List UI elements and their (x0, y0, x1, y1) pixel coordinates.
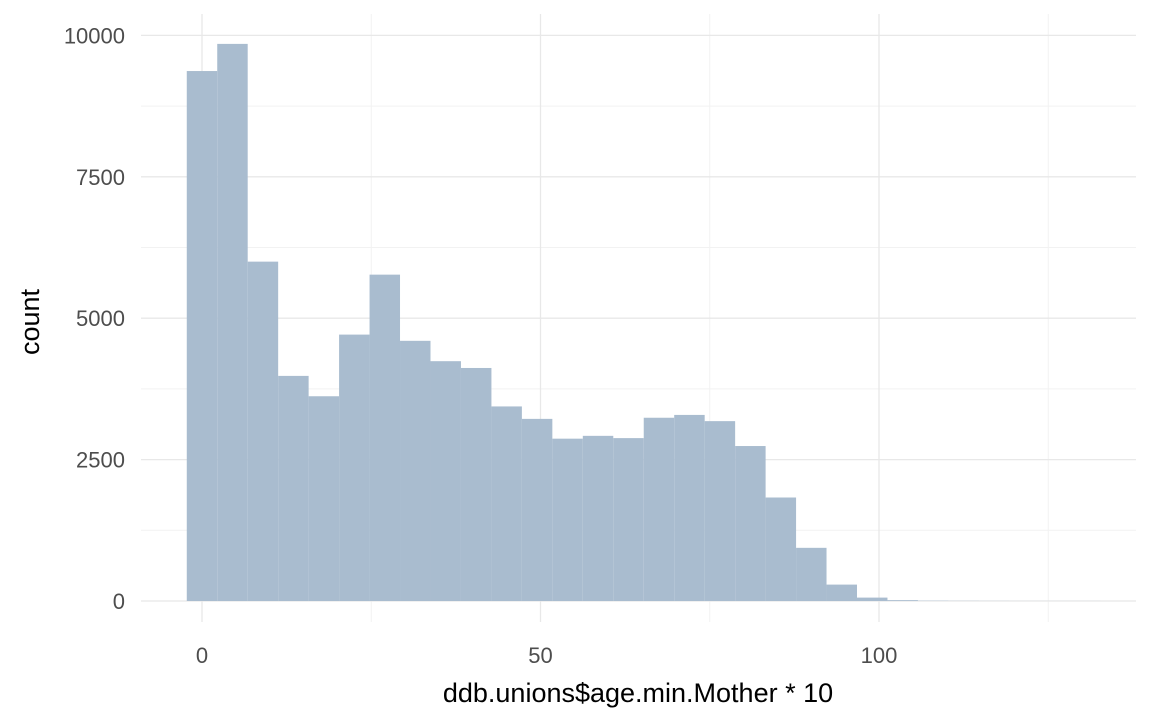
histogram-bar (217, 43, 248, 602)
histogram-bar (186, 71, 218, 602)
y-axis-tick-labels: 0 2500 5000 7500 10000 (64, 23, 125, 614)
histogram-bar (552, 438, 583, 601)
histogram-bar (613, 438, 644, 601)
histogram-bar (674, 414, 705, 601)
histogram-bar (521, 418, 553, 601)
histogram-bar (643, 417, 675, 601)
histogram-bar (582, 435, 614, 601)
histogram-bar (765, 497, 797, 601)
histogram-bars (186, 43, 1101, 602)
histogram-bar (796, 547, 827, 601)
y-tick-label: 10000 (64, 23, 125, 48)
histogram-bar (369, 274, 401, 601)
histogram-bar (339, 334, 370, 601)
x-tick-label: 50 (528, 643, 552, 668)
x-axis-title: ddb.unions$age.min.Mother * 10 (443, 678, 833, 708)
y-tick-label: 7500 (76, 165, 125, 190)
histogram-bar (491, 406, 522, 601)
histogram-bar (460, 367, 492, 601)
histogram-bar (856, 597, 888, 601)
y-tick-label: 2500 (76, 448, 125, 473)
histogram-bar (704, 421, 736, 601)
histogram-bar (887, 600, 918, 601)
y-axis-title: count (15, 288, 45, 355)
histogram-bar (826, 584, 857, 601)
histogram-bar (308, 396, 340, 601)
x-tick-label: 100 (861, 643, 898, 668)
histogram-bar (400, 340, 431, 601)
histogram-bar (430, 361, 461, 601)
x-axis-tick-labels: 0 50 100 (196, 643, 897, 668)
histogram-bar (247, 261, 279, 601)
y-tick-label: 5000 (76, 306, 125, 331)
x-tick-label: 0 (196, 643, 208, 668)
histogram-bar (278, 375, 309, 601)
y-tick-label: 0 (113, 589, 125, 614)
histogram-bar (735, 446, 766, 601)
